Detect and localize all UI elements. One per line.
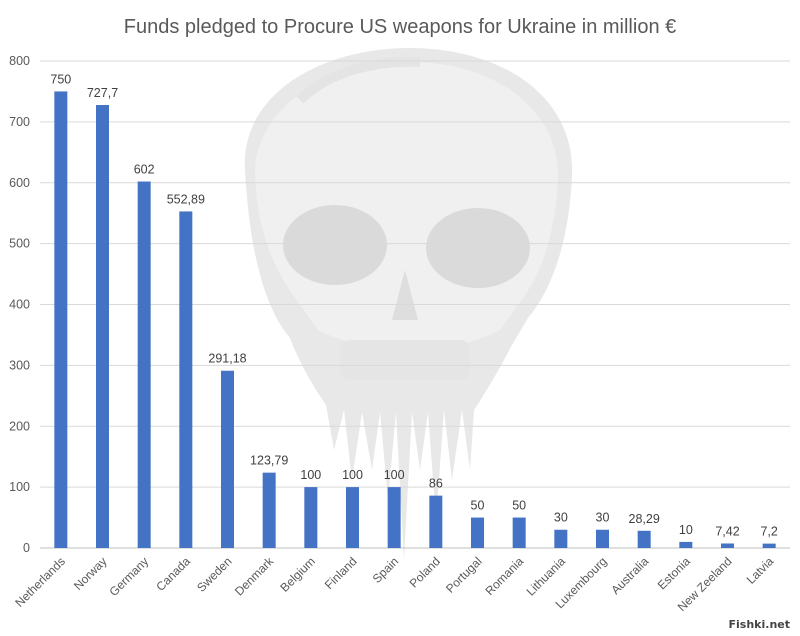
data-label: 291,18 [208, 352, 246, 366]
bar [54, 91, 68, 548]
bar [679, 541, 693, 548]
x-tick-label: Portugal [443, 554, 485, 596]
y-axis-ticks: 0 100 200 300 400 500 600 700 800 [9, 54, 30, 555]
bar [179, 211, 193, 548]
data-label: 28,29 [629, 512, 660, 526]
data-label: 50 [512, 499, 526, 513]
x-tick-label: Canada [153, 554, 193, 594]
gridlines [40, 60, 790, 549]
x-tick-label: Denmark [232, 554, 277, 599]
bar [721, 543, 734, 548]
bar [471, 517, 484, 548]
data-label: 7,2 [760, 525, 777, 539]
y-tick-label: 800 [9, 54, 30, 68]
data-label: 100 [384, 468, 405, 482]
bar [346, 487, 359, 548]
bar [137, 181, 151, 548]
x-tick-label: Spain [370, 554, 402, 586]
data-label: 552,89 [167, 192, 205, 206]
bar [221, 370, 234, 548]
y-tick-label: 0 [23, 541, 30, 555]
data-label: 30 [596, 511, 610, 525]
y-tick-label: 700 [9, 115, 30, 129]
bar [637, 530, 651, 548]
data-label: 30 [554, 511, 568, 525]
bar [512, 517, 526, 548]
y-tick-label: 100 [9, 480, 30, 494]
data-label: 10 [679, 523, 693, 537]
bar [762, 543, 776, 548]
y-tick-label: 500 [9, 237, 30, 251]
x-tick-label: Estonia [655, 554, 693, 592]
bar [262, 472, 276, 548]
bar [554, 529, 568, 548]
watermark-text: Fishki.net [729, 618, 790, 631]
chart-title: Funds pledged to Procure US weapons for … [124, 16, 677, 38]
data-label: 50 [471, 499, 485, 513]
x-tick-label: Australia [608, 554, 651, 597]
x-tick-label: Romania [482, 554, 526, 598]
x-tick-label: Poland [407, 554, 443, 590]
x-tick-label: Sweden [194, 554, 235, 595]
x-tick-label: Belgium [277, 554, 318, 595]
bar [304, 487, 318, 548]
data-label: 86 [429, 477, 443, 491]
x-tick-label: Norway [71, 554, 110, 593]
data-label: 100 [342, 468, 363, 482]
data-label: 602 [134, 163, 155, 177]
x-tick-label: Netherlands [12, 554, 68, 610]
data-label: 7,42 [715, 524, 739, 538]
bar [596, 529, 609, 548]
data-label: 100 [300, 468, 321, 482]
y-tick-label: 400 [9, 298, 30, 312]
x-tick-label: Latvia [744, 554, 777, 587]
data-label: 727,7 [87, 86, 118, 100]
bar [429, 495, 443, 548]
y-tick-label: 200 [9, 419, 30, 433]
bar [387, 487, 401, 548]
y-tick-label: 600 [9, 176, 30, 190]
data-labels: 750 727,7 602 552,89 291,18 123,79 100 100 100 86… [50, 72, 777, 538]
y-tick-label: 300 [9, 358, 30, 372]
data-label: 750 [50, 72, 71, 86]
x-tick-label: Germany [106, 554, 151, 599]
bars [54, 91, 776, 548]
bar [96, 105, 109, 548]
data-label: 123,79 [250, 454, 288, 468]
x-tick-label: Finland [322, 554, 360, 592]
